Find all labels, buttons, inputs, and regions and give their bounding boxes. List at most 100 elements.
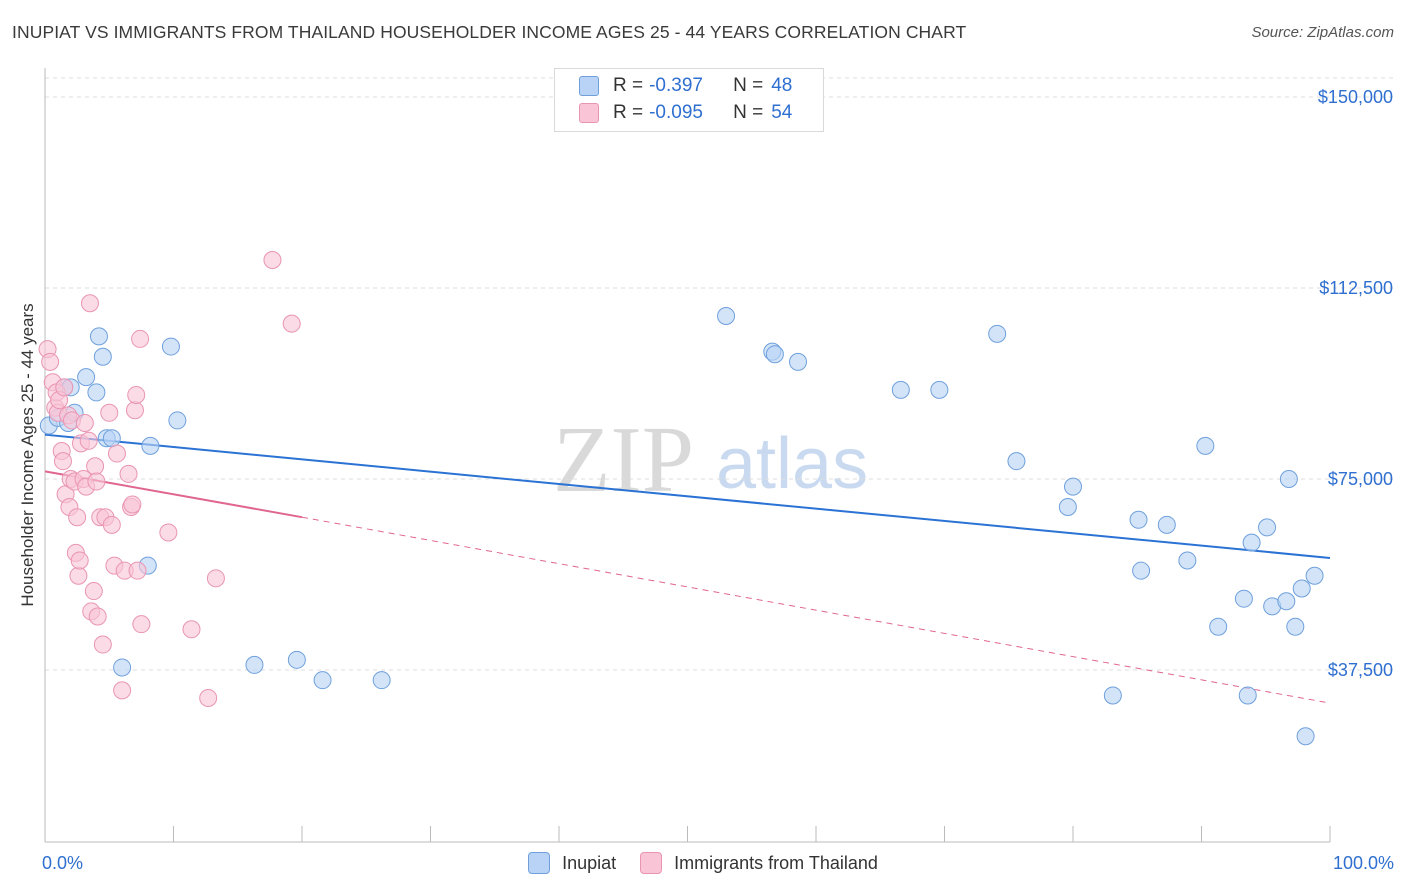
point-thailand [107, 444, 126, 463]
point-inupiat [1103, 686, 1122, 705]
y-tick-label: $112,500 [1319, 278, 1393, 298]
point-thailand [131, 329, 150, 348]
legend-label-inupiat: Inupiat [562, 852, 617, 873]
point-thailand [206, 569, 225, 588]
point-inupiat [930, 380, 949, 399]
point-inupiat [77, 368, 96, 387]
legend-swatch-blue [579, 76, 599, 96]
correlation-legend: R = -0.397 N = 48 R = -0.095 N = 54 [554, 68, 824, 132]
point-inupiat [1238, 686, 1257, 705]
chart-title: INUPIAT VS IMMIGRANTS FROM THAILAND HOUS… [12, 22, 967, 42]
point-thailand [182, 620, 201, 639]
point-inupiat [1157, 515, 1176, 534]
r-label: R = [613, 102, 644, 123]
n-label: N = [733, 75, 764, 96]
point-inupiat [1258, 518, 1277, 537]
point-inupiat [1286, 617, 1305, 636]
point-inupiat [1305, 566, 1324, 585]
point-inupiat [89, 327, 108, 346]
point-inupiat [287, 650, 306, 669]
y-tick-labels: $37,500 $75,000 $112,500 $150,000 [1318, 87, 1393, 680]
r-value: -0.397 [649, 75, 703, 96]
point-thailand [159, 523, 178, 542]
watermark-zip: ZIP [553, 408, 694, 512]
point-inupiat [245, 655, 264, 674]
point-inupiat [1292, 579, 1311, 598]
trend-line-extension [301, 516, 1331, 704]
x-tick-label-min: 0.0% [42, 853, 84, 873]
point-thailand [55, 378, 74, 397]
point-inupiat [1196, 436, 1215, 455]
axes [44, 68, 1331, 843]
point-thailand [263, 250, 282, 269]
point-inupiat [141, 436, 160, 455]
y-tick-label: $37,500 [1328, 660, 1393, 680]
n-value: 48 [771, 75, 793, 96]
point-inupiat [1129, 510, 1148, 529]
point-inupiat [102, 429, 121, 448]
point-inupiat [717, 307, 736, 326]
point-inupiat [1279, 470, 1298, 488]
point-inupiat [1007, 452, 1026, 471]
point-thailand [102, 515, 121, 534]
point-inupiat [1064, 477, 1082, 496]
point-thailand [53, 452, 72, 471]
point-thailand [70, 551, 89, 570]
r-value: -0.095 [649, 102, 703, 123]
y-tick-label: $75,000 [1328, 469, 1393, 489]
point-inupiat [1234, 589, 1253, 608]
point-inupiat [113, 658, 132, 677]
legend-swatch-thailand [640, 852, 663, 874]
point-thailand [79, 431, 98, 450]
legend-item-inupiat: Inupiat [528, 852, 616, 874]
n-value: 54 [771, 102, 793, 123]
legend-swatch-pink [579, 103, 599, 123]
legend-row-inupiat: R = -0.397 N = 48 [579, 73, 792, 99]
point-thailand [86, 457, 105, 476]
trend-line-inupiat [44, 433, 1331, 559]
point-thailand [113, 681, 132, 700]
point-thailand [87, 472, 106, 491]
point-inupiat [93, 347, 112, 366]
legend-swatch-inupiat [528, 852, 551, 874]
point-thailand [100, 403, 119, 422]
point-thailand [123, 495, 142, 514]
point-thailand [93, 635, 112, 654]
point-inupiat [789, 352, 808, 371]
point-inupiat [1242, 533, 1261, 552]
series-legend: Inupiat Immigrants from Thailand [0, 852, 1406, 874]
point-thailand [84, 582, 103, 601]
r-label: R = [613, 75, 644, 96]
point-inupiat [1277, 592, 1296, 611]
point-inupiat [168, 411, 187, 430]
point-inupiat [87, 383, 106, 402]
point-thailand [128, 561, 147, 580]
data-points [38, 250, 1324, 746]
point-inupiat [891, 380, 910, 399]
point-thailand [282, 314, 301, 333]
legend-row-thailand: R = -0.095 N = 54 [579, 100, 792, 126]
point-inupiat [1178, 551, 1197, 570]
point-thailand [75, 413, 94, 432]
point-inupiat [313, 671, 332, 690]
point-thailand [69, 566, 88, 585]
point-thailand [80, 294, 99, 313]
point-thailand [125, 401, 144, 420]
point-inupiat [372, 671, 391, 690]
point-thailand [88, 607, 107, 626]
point-thailand [127, 385, 146, 404]
legend-label-thailand: Immigrants from Thailand [674, 852, 878, 873]
point-inupiat [1209, 617, 1228, 636]
point-inupiat [1058, 498, 1077, 517]
point-thailand [68, 508, 87, 527]
point-inupiat [161, 337, 180, 356]
n-label: N = [733, 102, 764, 123]
point-inupiat [988, 324, 1007, 343]
gridlines [45, 77, 1395, 671]
point-thailand [119, 464, 138, 483]
watermark-atlas: atlas [716, 424, 868, 504]
source-credit: Source: ZipAtlas.com [1251, 24, 1394, 41]
y-axis-label: Householder Income Ages 25 - 44 years [18, 303, 37, 607]
watermark: ZIP atlas [553, 408, 868, 512]
point-inupiat [765, 345, 784, 364]
